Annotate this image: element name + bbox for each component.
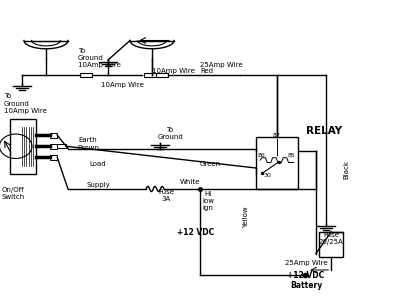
Text: 10Amp Wire: 10Amp Wire bbox=[152, 68, 195, 74]
Text: Load: Load bbox=[90, 160, 106, 166]
Text: Hi
low
ign: Hi low ign bbox=[202, 191, 214, 211]
Text: 25Amp Wire: 25Amp Wire bbox=[285, 260, 327, 266]
Text: Green: Green bbox=[200, 160, 220, 166]
Text: +12 VDC: +12 VDC bbox=[177, 228, 215, 237]
Text: 85: 85 bbox=[288, 153, 296, 158]
Text: 10Amp Wire: 10Amp Wire bbox=[100, 82, 144, 88]
Text: To
Ground
10Amp Wire: To Ground 10Amp Wire bbox=[4, 94, 47, 113]
Text: Fuse
20/25A: Fuse 20/25A bbox=[319, 232, 344, 245]
Text: Earth
Brown: Earth Brown bbox=[77, 137, 99, 151]
Bar bbox=[80, 73, 92, 77]
Text: 30: 30 bbox=[263, 173, 271, 178]
Text: RELAY: RELAY bbox=[306, 125, 342, 136]
Text: Supply: Supply bbox=[86, 182, 110, 188]
Text: 87: 87 bbox=[273, 133, 281, 138]
Text: Yellow: Yellow bbox=[243, 207, 249, 228]
Bar bbox=[50, 155, 57, 160]
Text: Red: Red bbox=[200, 68, 213, 74]
Text: +12 VDC
Battery: +12 VDC Battery bbox=[287, 271, 325, 290]
Bar bbox=[50, 133, 57, 137]
Text: Fuse
3A: Fuse 3A bbox=[158, 189, 174, 202]
Text: To
Ground: To Ground bbox=[157, 127, 183, 140]
Bar bbox=[319, 232, 343, 257]
Text: On/Off
Switch: On/Off Switch bbox=[2, 187, 25, 200]
Bar bbox=[57, 144, 66, 148]
Text: To
Ground
10Amp Wire: To Ground 10Amp Wire bbox=[78, 49, 121, 68]
Text: White: White bbox=[180, 179, 200, 185]
Text: 25Amp Wire: 25Amp Wire bbox=[200, 61, 243, 68]
Bar bbox=[144, 73, 156, 77]
Bar bbox=[156, 73, 168, 77]
Text: 86: 86 bbox=[258, 153, 266, 158]
Text: Black: Black bbox=[343, 160, 349, 179]
Bar bbox=[10, 118, 36, 174]
Bar bbox=[50, 144, 57, 148]
Bar bbox=[256, 136, 298, 189]
